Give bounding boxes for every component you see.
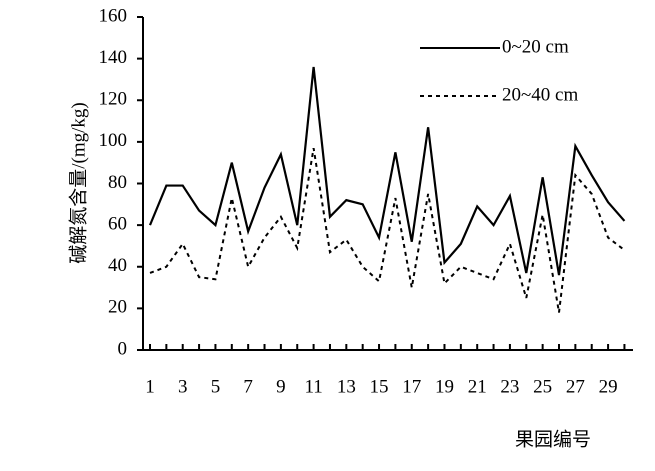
x-tick-label: 17 [402,376,421,397]
legend-label: 0~20 cm [502,36,569,57]
y-tick-label: 140 [99,47,128,68]
x-tick-label: 21 [468,376,487,397]
y-tick-label: 60 [108,213,127,234]
data-line [148,66,626,276]
y-tick-label: 160 [99,5,128,26]
x-tick-label: 13 [337,376,356,397]
x-tick-label: 7 [243,376,253,397]
x-tick-label: 15 [370,376,389,397]
x-tick-label: 9 [276,376,286,397]
x-tick-label: 29 [599,376,618,397]
y-tick-label: 40 [108,255,127,276]
y-tick-label: 100 [99,130,128,151]
y-tick-label: 120 [99,89,128,110]
data-line [149,147,626,313]
x-tick-label: 25 [533,376,552,397]
y-axis-label: 碱解氮含量/(mg/kg) [67,102,89,264]
x-tick-label: 27 [566,376,585,397]
x-tick-label: 3 [178,376,188,397]
x-axis-label: 果园编号 [515,428,591,450]
x-tick-label: 1 [145,376,155,397]
y-tick-label: 20 [108,297,127,318]
y-tick-label: 80 [108,172,127,193]
x-tick-label: 5 [211,376,221,397]
legend-label: 20~40 cm [502,84,578,105]
x-tick-label: 11 [304,376,322,397]
y-tick-label: 0 [118,338,128,359]
x-tick-label: 23 [500,376,519,397]
x-tick-label: 19 [435,376,454,397]
